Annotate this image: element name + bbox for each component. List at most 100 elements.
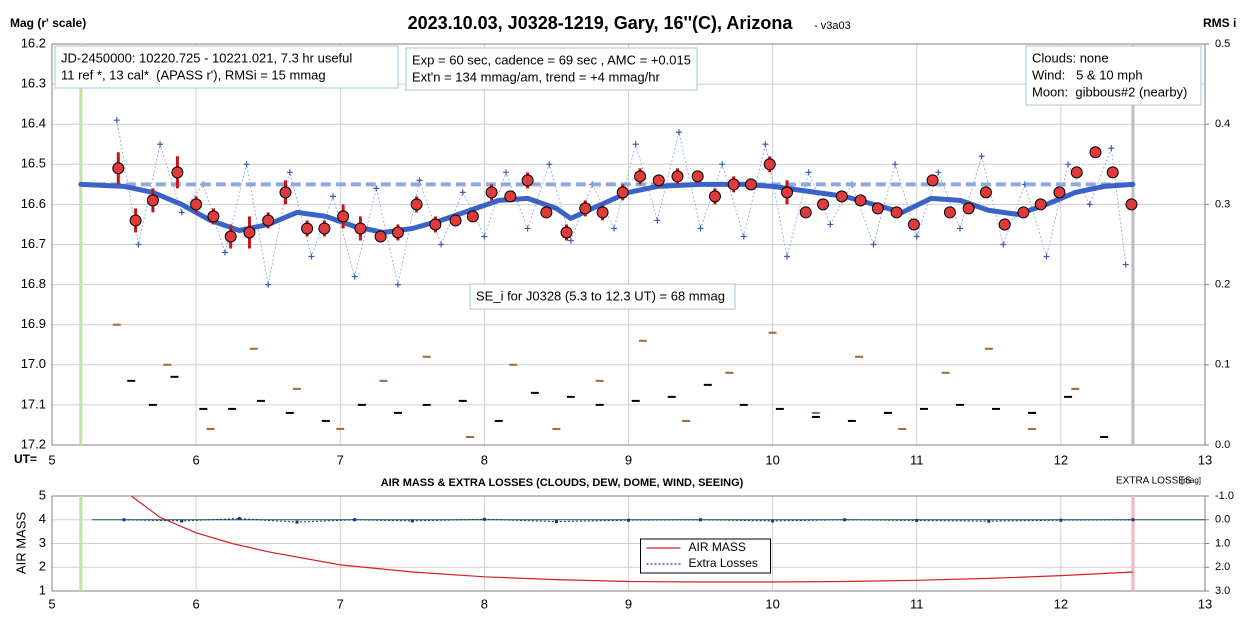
losses-point [410,519,414,523]
losses-point [699,518,703,522]
raw-point [481,233,488,240]
y-tick-label: 5 [39,487,46,502]
raw-point [524,225,531,232]
x-axis-label: UT= [14,452,37,466]
x-tick-label: 13 [1198,452,1212,467]
y-tick-label: 17.1 [21,396,46,411]
x-tick-label: 11 [910,452,924,467]
x-tick-label: 9 [625,452,632,467]
binned-point [890,206,903,219]
raw-point [567,237,574,244]
binned-point [262,214,275,227]
raw-point [330,193,337,200]
x-tick-label: 5 [48,596,55,611]
y2-tick-label: 3.0 [1215,585,1230,597]
x-tick-label: 8 [481,596,488,611]
raw-point [870,241,877,248]
annotation-text: Exp = 60 sec, cadence = 69 sec , AMC = +… [412,52,691,67]
raw-point [373,185,380,192]
binned-point [926,174,939,187]
losses-line [124,518,1133,523]
losses-point [843,518,847,522]
binned-point [190,198,203,211]
legend-box [640,538,771,574]
losses-point [554,520,558,524]
y2-tick-label: 2.0 [1215,561,1230,573]
y-tick-label: 16.6 [21,196,46,211]
binned-point [652,174,665,187]
y-tick-label: 16.7 [21,236,46,251]
binned-point [146,194,159,207]
y-tick-label: 16.4 [21,116,46,131]
raw-point [157,141,164,148]
binned-point [504,190,517,203]
binned-point [540,206,553,219]
raw-point [135,241,142,248]
binned-point [1089,146,1102,159]
binned-point [979,186,992,199]
raw-point [654,217,661,224]
binned-point [907,218,920,231]
binned-point [708,190,721,203]
raw-point [1043,253,1050,260]
binned-point [466,210,479,223]
binned-point [410,198,423,211]
binned-point [943,206,956,219]
raw-point [632,141,639,148]
raw-point [113,117,120,124]
raw-point [178,209,185,216]
x-tick-label: 6 [193,596,200,611]
raw-point [286,169,293,176]
y-tick-label: 17.2 [21,436,46,451]
binned-point [854,194,867,207]
airmass-line [130,495,1133,583]
losses-point [1059,518,1063,522]
annotation-box [469,283,736,310]
binned-point [279,186,292,199]
y2-axis-unit: [mag] [1181,476,1201,485]
binned-point [745,178,758,191]
raw-point [265,281,272,288]
y-tick-label: 1 [39,582,46,597]
losses-point [295,520,299,524]
x-tick-label: 12 [1054,452,1068,467]
annotation-text: SE_i for J0328 (5.3 to 12.3 UT) = 68 mma… [476,288,725,303]
x-tick-label: 7 [337,596,344,611]
binned-point [781,186,794,199]
losses-point [180,519,184,523]
raw-point [740,233,747,240]
y-tick-label: 3 [39,535,46,550]
binned-point [727,178,740,191]
y2-tick-label: 0.0 [1215,514,1230,526]
raw-point [394,281,401,288]
y-tick-label: 16.9 [21,316,46,331]
y-tick-label: 16.5 [21,156,46,171]
binned-point [998,218,1011,231]
binned-point [171,166,184,179]
raw-point [913,233,920,240]
binned-point [521,174,534,187]
binned-point [207,210,220,223]
annotation-text: Wind: 5 & 10 mph [1032,67,1143,82]
x-tick-label: 10 [765,596,779,611]
annotation-text: Moon: gibbous#2 (nearby) [1032,84,1187,99]
x-tick-label: 9 [625,596,632,611]
annotation-box [405,47,698,91]
binned-point [579,202,592,215]
y-tick-label: 16.8 [21,276,46,291]
losses-point [122,518,126,522]
binned-point [691,170,704,183]
binned-point [560,226,573,239]
binned-point [129,214,142,227]
binned-point [763,158,776,171]
raw-point [438,241,445,248]
binned-point [243,226,256,239]
raw-point [784,253,791,260]
raw-point [243,161,250,168]
y2-tick-label: 0.0 [1215,439,1230,451]
plot-frame [51,495,1206,592]
x-tick-label: 11 [910,596,924,611]
losses-point [987,519,991,523]
binned-point [318,222,331,235]
annotation-box [54,45,399,89]
